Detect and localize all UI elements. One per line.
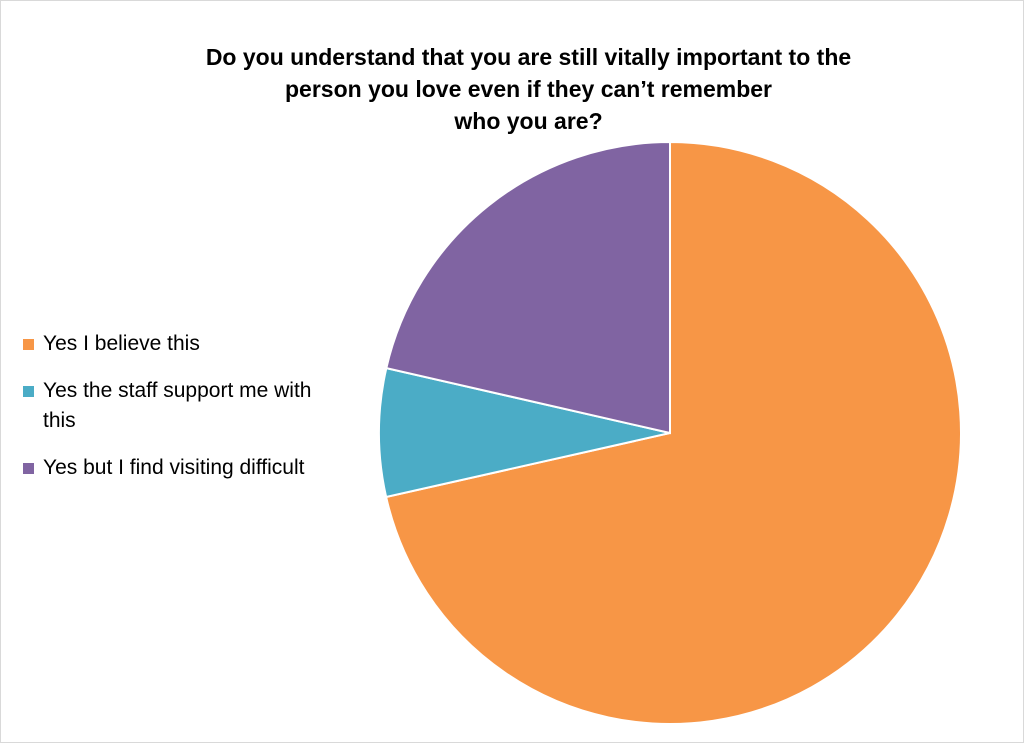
pie-slice [378,366,671,499]
legend-swatch [23,339,34,350]
pie-slice [384,140,962,725]
legend-label: Yes I believe this [43,332,200,355]
legend-label: Yes the staff support me with this [43,379,312,432]
chart-title: Do you understand that you are still vit… [205,44,852,134]
legend-item: Yes but I find visiting difficult [23,453,323,483]
legend-label: Yes but I find visiting difficult [43,456,305,479]
pie-slice [385,140,671,435]
legend: Yes I believe this Yes the staff support … [23,329,323,500]
legend-item: Yes I believe this [23,329,323,359]
legend-swatch [23,463,34,474]
legend-item: Yes the staff support me with this [23,376,323,436]
legend-swatch [23,386,34,397]
